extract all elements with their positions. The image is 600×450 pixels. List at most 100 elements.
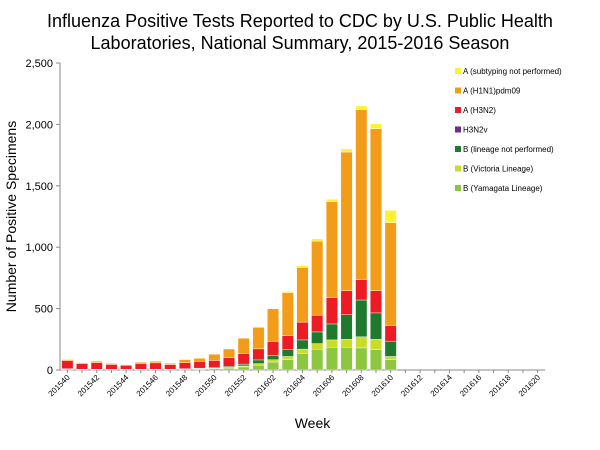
bar-segment (120, 365, 133, 370)
legend-swatch (455, 165, 461, 172)
x-tick-label: 201548 (164, 373, 190, 399)
bar-segment (384, 359, 397, 371)
bar-segment (90, 362, 103, 370)
x-tick-label: 201608 (340, 373, 366, 399)
bar-segment (149, 362, 162, 370)
bar-segment (355, 299, 368, 338)
legend-label: B (Victoria Lineage) (463, 165, 533, 174)
legend-label: H3N2v (463, 126, 487, 135)
bar-segment (193, 361, 206, 369)
legend-label: A (subtyping not performed) (463, 67, 562, 76)
bar-segment (237, 338, 250, 354)
legend-label: A (H1N1)pdm09 (463, 87, 521, 96)
x-tick-label: 201550 (193, 373, 219, 399)
bar-segment (370, 339, 382, 350)
bar-segment (237, 353, 250, 365)
bar-segment (281, 359, 294, 371)
x-tick-label: 201542 (76, 373, 102, 399)
x-tick-label: 201616 (458, 373, 484, 399)
bar-segment (281, 356, 294, 360)
bar-segment (61, 359, 74, 361)
bar-segment (355, 105, 368, 110)
bar-segment (296, 267, 309, 323)
bar-segment (105, 363, 118, 365)
bar-segment (223, 357, 235, 367)
x-tick-label: 201614 (429, 373, 455, 399)
bar-segment (355, 279, 368, 301)
bar-segment (178, 359, 191, 363)
bar-segment (296, 321, 309, 341)
bar-segment (208, 360, 221, 368)
bar-segment (311, 331, 324, 344)
bar-segment (311, 348, 324, 371)
bar-segment (149, 361, 162, 364)
bar-segment (311, 240, 324, 316)
bar-segment (237, 363, 250, 367)
bar-segment (325, 199, 338, 202)
y-tick-label: 0 (47, 365, 53, 377)
bar-segment (76, 363, 88, 370)
bar-segment (252, 348, 265, 361)
bar-segment (193, 358, 206, 362)
legend-swatch (455, 126, 461, 133)
x-tick-label: 201612 (399, 373, 425, 399)
legend-label: B (Yamagata Lineage) (463, 184, 543, 193)
bar-segment (120, 364, 133, 366)
x-tick-label: 201552 (223, 373, 249, 399)
bar-segment (384, 356, 397, 360)
legend-swatch (455, 107, 461, 113)
x-tick-label: 201606 (311, 373, 337, 399)
bar-segment (267, 359, 280, 363)
bar-segment (311, 315, 324, 333)
x-tick-label: 201618 (487, 373, 513, 399)
bar-segment (384, 325, 397, 342)
x-tick-label: 201620 (517, 373, 543, 399)
y-tick-label: 2,500 (25, 58, 53, 70)
legend-swatch (455, 87, 461, 94)
bar-segment (296, 265, 309, 268)
bar-segment (340, 151, 353, 291)
bar-segment (267, 361, 280, 371)
legend-label: A (H3N2) (463, 106, 496, 115)
bar-segment (325, 339, 338, 348)
bar-segment (90, 361, 103, 363)
bar-segment (340, 339, 353, 348)
bar-segment (384, 340, 397, 357)
legend-swatch (455, 185, 461, 191)
bar-segment (223, 348, 235, 358)
bar-segment (311, 343, 324, 350)
bar-segment (311, 238, 324, 242)
bar-segment (267, 355, 280, 361)
bar-segment (223, 367, 235, 371)
legend-swatch (455, 146, 461, 152)
y-axis-label: Number of Positive Specimens (3, 121, 19, 312)
x-axis-label: Week (295, 415, 332, 431)
bar-segment (340, 290, 353, 315)
bar-segment (281, 335, 294, 350)
legend-label: B (lineage not performed) (463, 145, 554, 154)
bar-segment (252, 363, 265, 366)
bar-segment (134, 363, 147, 370)
x-tick-label: 201544 (105, 373, 131, 399)
bar-segment (164, 363, 177, 365)
bar-segment (355, 336, 368, 349)
bar-segment (296, 348, 309, 354)
bar-segment (370, 349, 382, 371)
x-tick-label: 201546 (135, 373, 161, 399)
bar-segment (105, 364, 118, 370)
y-tick-label: 1,000 (25, 242, 53, 254)
bar-segment (370, 290, 382, 314)
bar-segment (370, 128, 382, 292)
bar-segment (237, 366, 250, 371)
y-tick-label: 1,500 (25, 181, 53, 193)
bar-segment (296, 353, 309, 371)
bar-segment (267, 341, 280, 356)
bar-segment (355, 109, 368, 280)
bar-segment (325, 347, 338, 371)
bar-segment (252, 359, 265, 364)
bar-segment (267, 308, 280, 342)
x-tick-label: 201604 (282, 373, 308, 399)
bar-segment (281, 291, 294, 293)
bar-segment (384, 210, 397, 223)
bar-segment (355, 347, 368, 371)
